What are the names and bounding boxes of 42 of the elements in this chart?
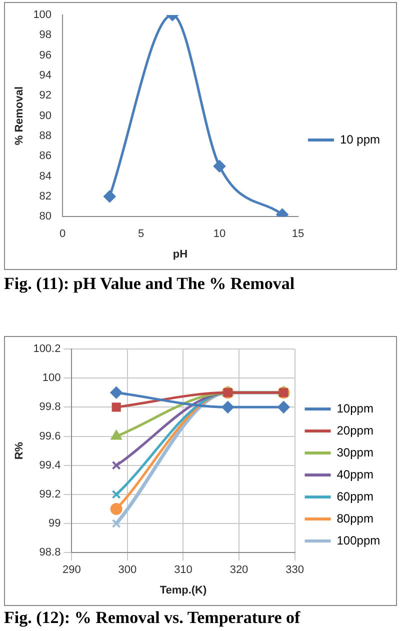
text: Fig. (12): % Removal vs. Temperature of xyxy=(4,608,300,628)
legend-label: 30ppm xyxy=(336,445,374,460)
x-tick-label: 5 xyxy=(138,228,144,240)
y-tick-label: 82 xyxy=(39,190,52,202)
y-tick-label: 90 xyxy=(39,110,52,122)
y-tick-label: 100.2 xyxy=(33,343,61,356)
y-tick-label: 99.8 xyxy=(39,401,61,414)
y-tick-label: 94 xyxy=(39,70,52,82)
y-tick-label: 96 xyxy=(39,49,52,62)
legend-label: 10 ppm xyxy=(340,132,380,146)
x-tick-label: 15 xyxy=(292,228,304,240)
y-tick-label: 99.4 xyxy=(39,459,61,472)
y-tick-label: 98.8 xyxy=(39,546,61,559)
y-tick-label: 100 xyxy=(33,9,52,22)
legend-label: 60ppm xyxy=(336,489,374,504)
y-tick-label: 100 xyxy=(42,372,61,384)
x-tick-label: 0 xyxy=(59,228,66,240)
x-axis-title: pH xyxy=(172,248,188,260)
legend-label: 100ppm xyxy=(336,533,380,548)
y-tick-label: 84 xyxy=(39,170,52,182)
y-tick-label: 99.2 xyxy=(39,488,61,500)
y-tick-label: 92 xyxy=(39,90,52,102)
y-tick-label: 80 xyxy=(39,210,52,223)
y-axis-title: % Removal xyxy=(14,86,26,146)
y-tick-label: 88 xyxy=(39,130,52,142)
legend-label: 40ppm xyxy=(336,467,374,482)
x-tick-label: 10 xyxy=(213,228,226,240)
y-axis-title: R% xyxy=(14,442,26,460)
y-tick-label: 98 xyxy=(39,29,52,42)
y-tick-label: 99.6 xyxy=(39,430,61,442)
x-tick-label: 320 xyxy=(230,564,248,576)
x-axis-title: Temp.(K) xyxy=(160,584,207,596)
x-tick-label: 290 xyxy=(62,564,81,576)
legend-label: 20ppm xyxy=(336,423,374,438)
y-tick-label: 99 xyxy=(48,518,61,530)
x-tick-label: 330 xyxy=(286,564,304,576)
text: Fig. (11): pH Value and The % Removal xyxy=(4,274,295,294)
legend-label: 10ppm xyxy=(336,401,374,416)
y-tick-label: 86 xyxy=(39,150,52,162)
x-tick-label: 310 xyxy=(174,564,192,576)
legend-label: 80ppm xyxy=(336,511,374,526)
x-tick-label: 300 xyxy=(118,564,137,576)
